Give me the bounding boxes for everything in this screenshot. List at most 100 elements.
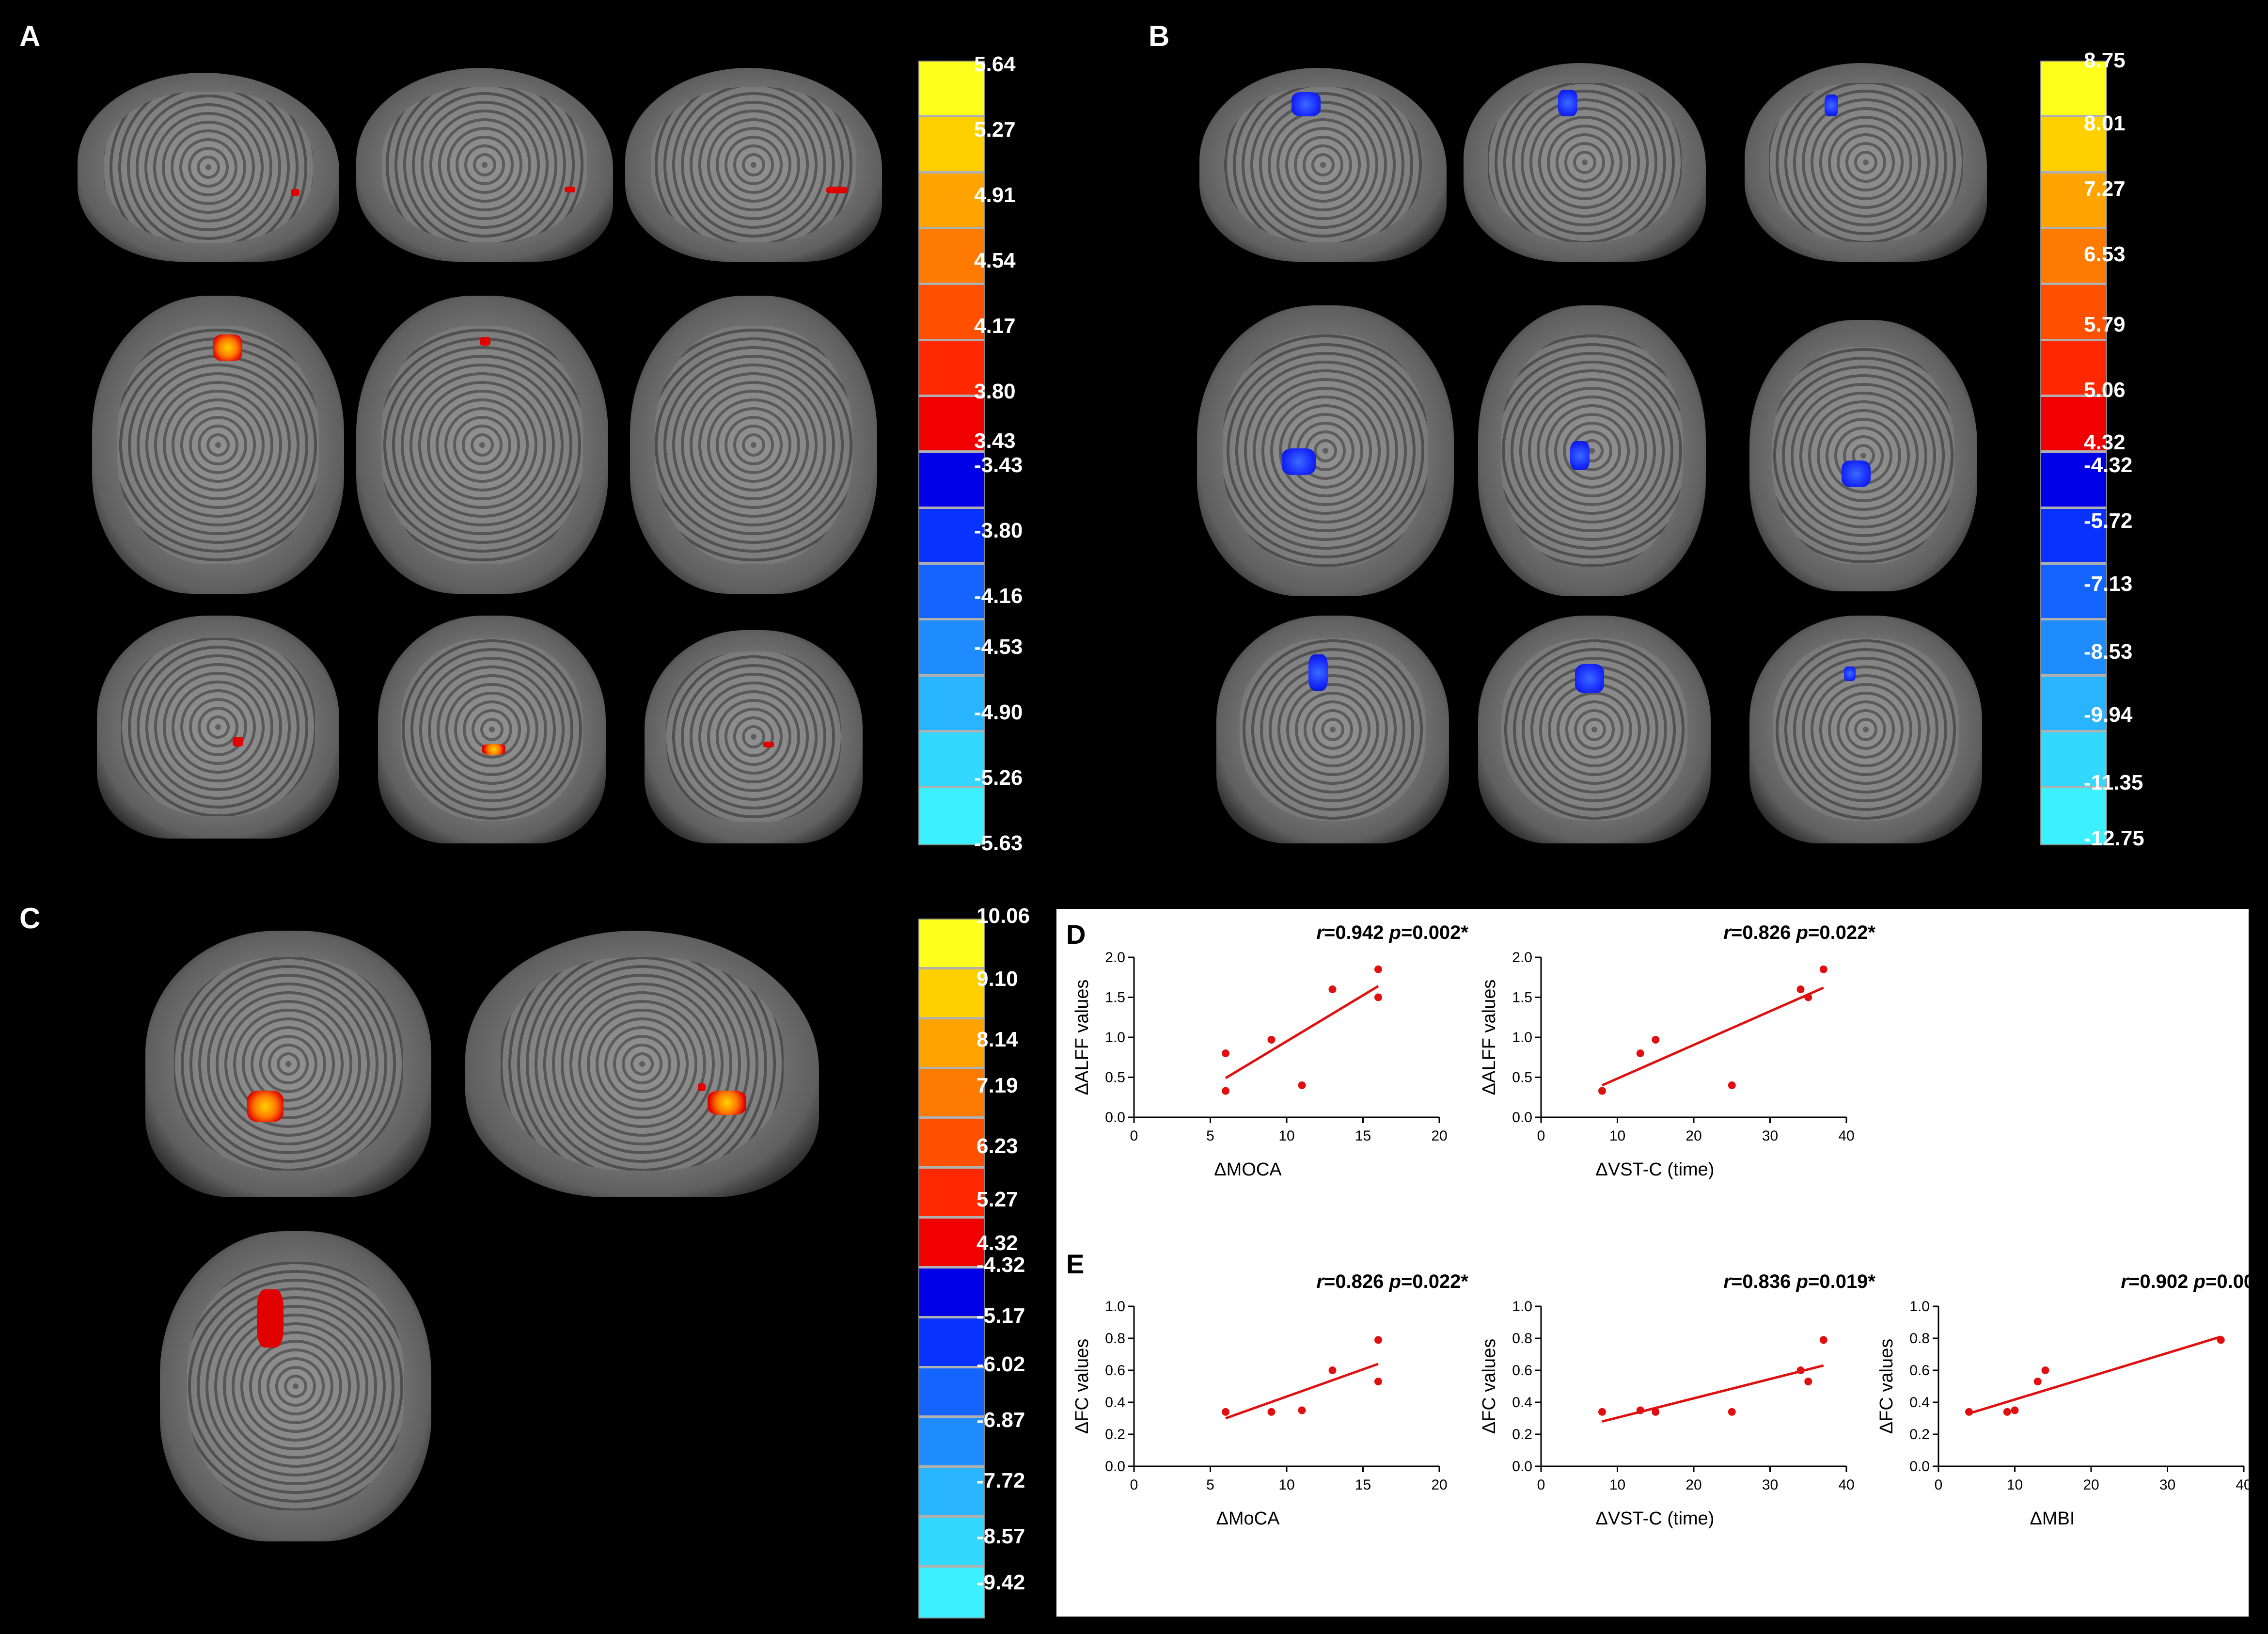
colorbar-segment — [919, 1368, 984, 1418]
x-axis-label: ΔMOCA — [1214, 1159, 1282, 1180]
x-tick-label: 0 — [1537, 1477, 1545, 1493]
data-point — [1298, 1081, 1306, 1089]
colorbar-tick-label: 4.32 — [976, 1231, 1018, 1255]
x-tick-label: 30 — [1762, 1477, 1778, 1493]
data-point — [1222, 1408, 1229, 1416]
panel-label-b: B — [1149, 20, 1170, 52]
data-point — [1222, 1087, 1229, 1095]
colorbar-segment — [2041, 117, 2106, 174]
colorbar-tick-label: 4.54 — [974, 249, 1016, 272]
colorbar-tick-label: 3.43 — [974, 429, 1016, 453]
y-tick-label: 0.0 — [1105, 1110, 1125, 1126]
colorbar-segment — [2041, 173, 2106, 230]
colorbar-segment — [919, 1518, 984, 1568]
data-point — [1796, 1366, 1805, 1374]
brain-slice-coronal — [1216, 616, 1449, 843]
colorbar-segment — [919, 565, 984, 621]
x-tick-label: 20 — [2083, 1477, 2099, 1493]
data-point — [1804, 1378, 1812, 1386]
colorbar-tick-label: -5.26 — [974, 766, 1023, 790]
colorbar-tick-label: -4.32 — [2084, 453, 2133, 477]
regression-line — [1602, 1364, 1824, 1423]
y-tick-label: 0.4 — [1909, 1395, 1930, 1411]
x-tick-label: 30 — [1762, 1128, 1778, 1144]
data-point — [1598, 1087, 1606, 1095]
y-tick-label: 0.0 — [1512, 1459, 1532, 1475]
x-tick-label: 0 — [1537, 1128, 1545, 1144]
colorbar-tick-label: 8.75 — [2084, 48, 2126, 72]
y-tick-label: 0.2 — [1909, 1427, 1930, 1443]
y-tick-label: 0.2 — [1512, 1427, 1532, 1443]
x-axis-label: ΔVST-C (time) — [1596, 1508, 1715, 1529]
colorbar-segment — [919, 285, 984, 341]
y-tick-label: 0.0 — [1909, 1459, 1930, 1475]
data-point — [1965, 1408, 1973, 1416]
x-axis-label: ΔMBI — [2030, 1508, 2075, 1529]
y-tick-label: 1.0 — [1512, 1299, 1532, 1315]
data-point — [1598, 1408, 1606, 1416]
y-axis-label: ΔFC values — [1479, 1339, 1499, 1434]
colorbar-segment — [919, 1468, 984, 1518]
brain-slice-axial — [356, 296, 608, 594]
correlation-stats: r=0.902 p=0.005* — [2121, 1271, 2249, 1292]
x-tick-label: 10 — [1609, 1477, 1625, 1493]
panel-label-d: D — [1066, 919, 1086, 950]
x-tick-label: 0 — [1935, 1477, 1943, 1493]
colorbar-segment — [919, 1119, 984, 1169]
colorbar-tick-label: -6.02 — [976, 1352, 1025, 1376]
correlation-stats: r=0.942 p=0.002* — [1316, 922, 1468, 943]
colorbar-segment — [919, 732, 984, 789]
data-point — [1374, 965, 1382, 973]
colorbar-tick-label: -9.42 — [976, 1571, 1025, 1594]
y-tick-label: 1.0 — [1909, 1299, 1930, 1315]
colorbar-tick-label: 5.79 — [2084, 313, 2126, 336]
data-point — [1636, 1049, 1644, 1057]
colorbar-tick-label: -5.72 — [2084, 509, 2133, 533]
brain-slice-coronal — [1478, 616, 1711, 843]
colorbar-segment — [919, 676, 984, 733]
colorbar-b — [2040, 61, 2107, 845]
colorbar-segment — [2041, 676, 2106, 733]
y-tick-label: 1.5 — [1512, 990, 1532, 1006]
colorbar-tick-label: -7.72 — [976, 1469, 1025, 1492]
x-axis-label: ΔMoCA — [1216, 1508, 1280, 1529]
x-tick-label: 5 — [1206, 1477, 1214, 1493]
x-tick-label: 10 — [2007, 1477, 2023, 1493]
colorbar-segment — [919, 397, 984, 453]
x-tick-label: 0 — [1130, 1477, 1138, 1493]
y-axis-label: ΔFC values — [1072, 1339, 1092, 1434]
x-tick-label: 40 — [2236, 1477, 2249, 1493]
colorbar-tick-label: -9.94 — [2084, 703, 2133, 727]
x-tick-label: 40 — [1838, 1477, 1854, 1493]
data-point — [1804, 993, 1812, 1001]
regression-line — [1969, 1335, 2221, 1415]
colorbar-tick-label: -4.90 — [974, 700, 1023, 724]
y-tick-label: 0.6 — [1105, 1363, 1125, 1379]
regression-line — [1225, 985, 1379, 1079]
colorbar-c — [918, 919, 985, 1618]
colorbar-tick-label: -7.13 — [2084, 572, 2133, 596]
colorbar-segment — [2041, 62, 2106, 118]
x-tick-label: 20 — [1431, 1128, 1447, 1144]
data-point — [2217, 1336, 2225, 1344]
x-tick-label: 20 — [1685, 1128, 1701, 1144]
data-point — [1267, 1035, 1276, 1044]
colorbar-segment — [2041, 341, 2106, 397]
data-point — [1328, 1366, 1337, 1374]
brain-slice-coronal — [97, 616, 339, 839]
data-point — [1222, 1049, 1229, 1057]
colorbar-segment — [919, 788, 984, 844]
x-tick-label: 40 — [1838, 1128, 1854, 1144]
colorbar-segment — [919, 341, 984, 397]
data-point — [2011, 1406, 2019, 1414]
x-tick-label: 15 — [1355, 1128, 1371, 1144]
brain-slice-axial — [92, 296, 344, 594]
colorbar-tick-label: 4.32 — [2084, 430, 2126, 454]
colorbar-a — [918, 61, 985, 845]
colorbar-segment — [919, 508, 984, 565]
colorbar-tick-label: -8.57 — [976, 1524, 1025, 1548]
colorbar-tick-label: 10.06 — [976, 904, 1030, 928]
colorbar-segment — [919, 920, 984, 969]
brain-slice-sagittal — [1745, 63, 1987, 262]
brain-slice-axial — [1749, 320, 1977, 591]
